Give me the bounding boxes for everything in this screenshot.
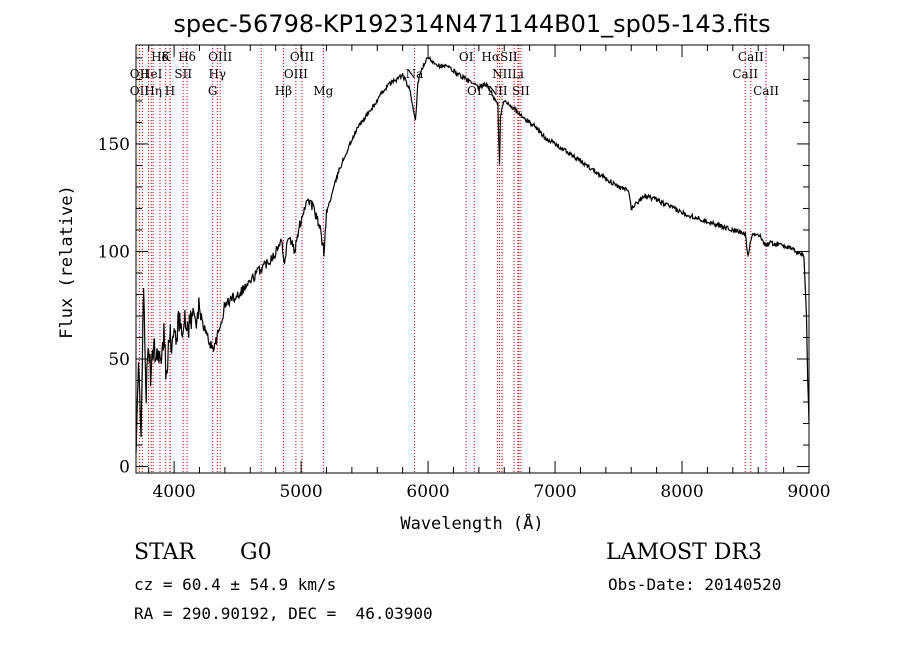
x-tick-label: 5000 [279,482,322,502]
spectral-line-label: G [208,84,218,98]
spectral-line-label: OII [130,67,150,81]
survey-name: LAMOST DR3 [606,540,762,565]
spectral-line-label: OIII [208,50,232,64]
observation-date: Obs-Date: 20140520 [608,575,782,594]
spectral-line-label: Hη [144,84,162,98]
spectral-line-label: OIII [290,50,314,64]
y-tick-label: 50 [108,350,130,370]
spectral-line-label: Hγ [208,67,226,81]
spectral-line-label: CaII [753,84,779,98]
spectral-line-label: Hβ [275,84,292,98]
redshift-cz: cz = 60.4 ± 54.9 km/s [134,575,337,594]
x-tick-label: 7000 [533,482,576,502]
spectral-line-label: K [161,50,171,64]
chart-title: spec-56798-KP192314N471144B01_sp05-143.f… [173,10,770,38]
spectral-line-label: NII [488,84,508,98]
spectral-line-label: Li [512,67,524,81]
plot-frame [135,44,810,474]
spectral-line-label: NII [492,67,512,81]
spectral-line-label: OII [130,84,150,98]
spectral-line-label: OI [459,50,474,64]
spectrum-line [135,55,810,454]
spectral-line-label: Hδ [151,50,169,64]
object-class: STAR [134,540,195,565]
spectral-line-label: OIII [284,67,308,81]
spectral-line-label: SII [174,67,192,81]
y-tick-label: 100 [98,242,130,262]
y-tick-label: 0 [119,458,130,478]
spectral-line-label: Mg [313,84,333,98]
spectral-line-label: SII [512,84,530,98]
object-subclass: G0 [240,540,272,565]
x-tick-label: 8000 [660,482,703,502]
spectral-line-label: CaII [732,67,758,81]
axes-layer: 4000 5000 6000 7000 8000 9000 0 50 100 150 [98,44,831,502]
spectral-line-label: HαSII [481,50,518,64]
x-axis-label: Wavelength (Å) [400,512,543,534]
spectral-line-label: CaII [738,50,764,64]
spectral-line-label: Hδ [178,50,196,64]
y-axis-label: Flux (relative) [57,185,77,339]
y-tick-label: 150 [98,135,130,155]
spectrum-data-layer [135,55,810,454]
x-tick-label: 4000 [152,482,195,502]
sky-coordinates: RA = 290.90192, DEC = 46.03900 [134,604,433,623]
x-tick-label: 9000 [787,482,830,502]
x-tick-label: 6000 [406,482,449,502]
spectral-line-label: HeI [140,67,163,81]
